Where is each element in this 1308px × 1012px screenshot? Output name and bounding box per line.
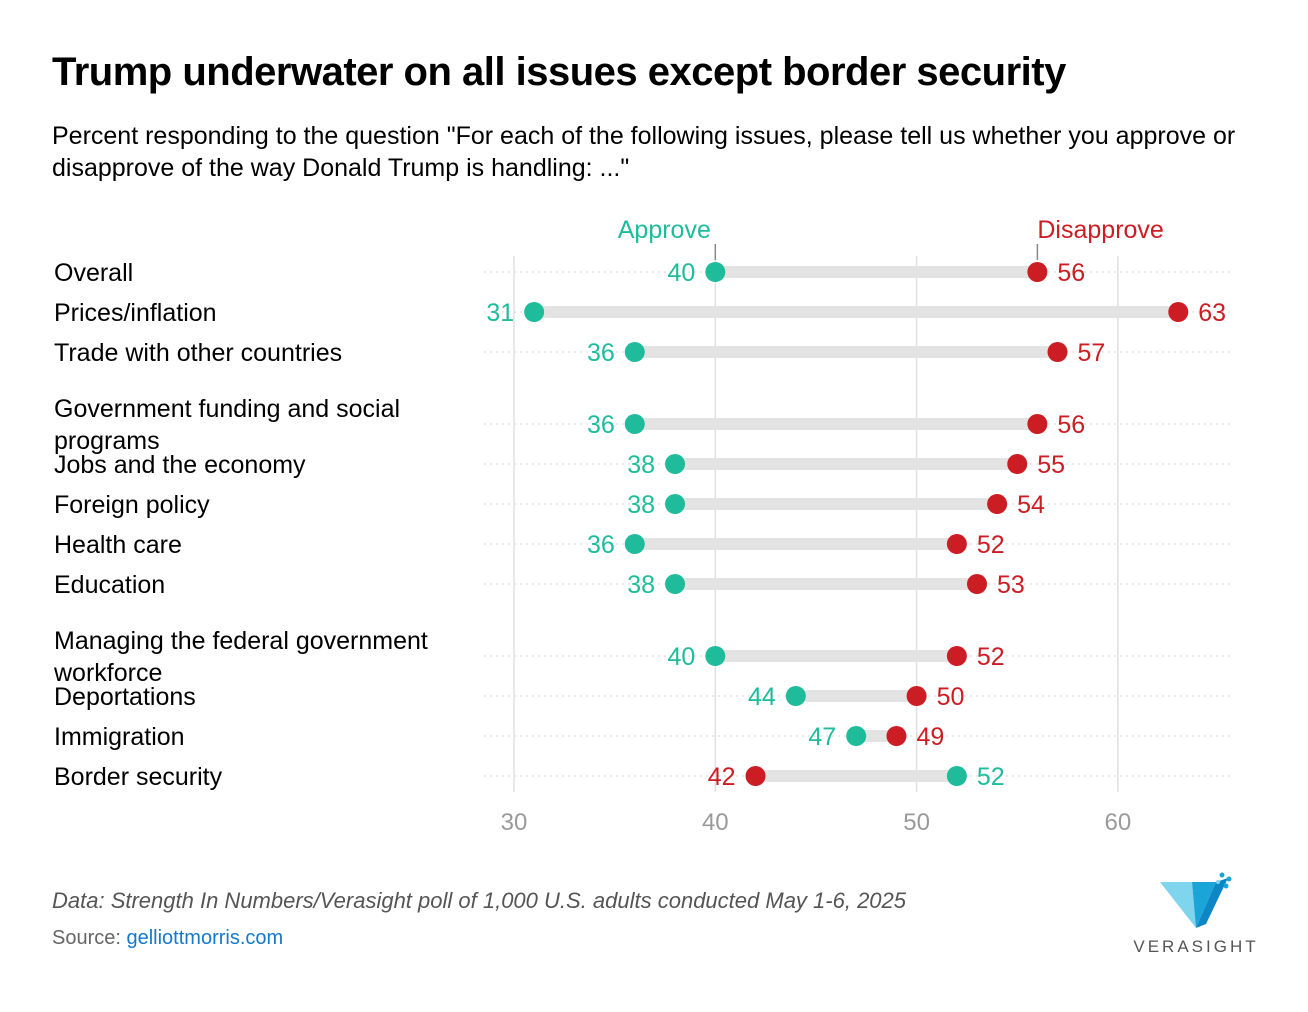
dot-plot-chart: 30 40 50 60 Approve Disapprove Overall 40 56 Pric… — [53, 216, 1232, 836]
approve-point — [846, 726, 867, 746]
category-label-line: Education — [54, 571, 165, 599]
source-line: Source: gelliottmorris.com — [52, 927, 283, 950]
legend-approve: Approve — [618, 216, 711, 244]
approve-value-label: 36 — [587, 339, 615, 367]
chart-title: Trump underwater on all issues except bo… — [52, 50, 1066, 94]
disapprove-point — [745, 766, 766, 786]
category-label: Foreign policy — [54, 491, 210, 519]
verasight-v-logo-icon — [1160, 872, 1232, 928]
disapprove-point — [1027, 414, 1048, 434]
x-tick-label: 30 — [501, 809, 528, 836]
approve-point — [665, 454, 686, 474]
disapprove-value-label: 42 — [708, 763, 736, 791]
category-label: Prices/inflation — [54, 299, 217, 327]
approve-point — [705, 646, 726, 666]
disapprove-value-label: 54 — [1017, 491, 1045, 519]
approve-point — [946, 766, 967, 786]
disapprove-value-label: 53 — [997, 571, 1025, 599]
source-link[interactable]: gelliottmorris.com — [126, 927, 284, 949]
category-label-line: Immigration — [54, 723, 185, 751]
category-label: Health care — [54, 531, 182, 559]
approve-value-label: 38 — [627, 491, 655, 519]
approve-value-label: 38 — [627, 451, 655, 479]
disapprove-value-label: 49 — [916, 723, 944, 751]
category-label-line: programs — [54, 427, 160, 455]
approve-value-label: 36 — [587, 411, 615, 439]
data-note: Data: Strength In Numbers/Verasight poll… — [52, 888, 907, 913]
approve-value-label: 36 — [587, 531, 615, 559]
approve-point — [665, 574, 686, 594]
category-label: Managing the federal government workforce — [53, 627, 428, 687]
approve-point — [524, 302, 545, 322]
disapprove-point — [946, 646, 967, 666]
grid-layer — [484, 244, 1232, 792]
approve-value-label: 38 — [627, 571, 655, 599]
verasight-wordmark: VERASIGHT — [1133, 937, 1258, 956]
approve-value-label: 52 — [977, 763, 1005, 791]
bar-layer — [534, 266, 1179, 782]
category-label-line: Health care — [54, 531, 182, 559]
x-tick-label: 50 — [903, 809, 930, 836]
category-label-line: Border security — [54, 763, 223, 791]
category-label-line: Government funding and social — [54, 395, 400, 423]
verasight-logo: VERASIGHT — [1133, 872, 1258, 956]
disapprove-point — [1168, 302, 1189, 322]
disapprove-value-label: 63 — [1198, 299, 1226, 327]
category-label: Deportations — [54, 683, 196, 711]
approve-point — [785, 686, 806, 706]
chart-subtitle: Percent responding to the question "For … — [52, 122, 1236, 182]
disapprove-value-label: 55 — [1037, 451, 1065, 479]
disapprove-value-label: 50 — [937, 683, 965, 711]
category-label-line: Overall — [54, 259, 133, 287]
category-label-line: Managing the federal government — [54, 627, 428, 655]
x-tick-label: 60 — [1105, 809, 1132, 836]
category-label: Government funding and social programs — [54, 395, 400, 455]
approve-point — [665, 494, 686, 514]
category-label-line: workforce — [53, 659, 162, 687]
disapprove-point — [1007, 454, 1028, 474]
legend-disapprove: Disapprove — [1037, 216, 1163, 244]
category-label: Overall — [54, 259, 133, 287]
x-tick-label: 40 — [702, 809, 729, 836]
disapprove-point — [1027, 262, 1048, 282]
category-label: Trade with other countries — [54, 339, 342, 367]
category-label-line: Prices/inflation — [54, 299, 217, 327]
category-label: Education — [54, 571, 165, 599]
disapprove-value-label: 57 — [1078, 339, 1106, 367]
category-label: Border security — [54, 763, 223, 791]
category-label-line: Trade with other countries — [54, 339, 342, 367]
category-label: Immigration — [54, 723, 185, 751]
disapprove-point — [987, 494, 1008, 514]
approve-value-label: 40 — [667, 643, 695, 671]
approve-point — [624, 342, 645, 362]
disapprove-point — [946, 534, 967, 554]
disapprove-value-label: 56 — [1057, 411, 1085, 439]
category-label-line: Deportations — [54, 683, 196, 711]
approve-value-label: 31 — [486, 299, 514, 327]
approve-value-label: 44 — [748, 683, 776, 711]
disapprove-value-label: 56 — [1057, 259, 1085, 287]
disapprove-point — [906, 686, 927, 706]
dot-layer — [524, 262, 1189, 786]
disapprove-value-label: 52 — [977, 531, 1005, 559]
source-label: Source: — [52, 927, 127, 949]
label-layer: 30 40 50 60 Approve Disapprove Overall 40 56 Pric… — [53, 216, 1226, 836]
approve-point — [705, 262, 726, 282]
disapprove-point — [886, 726, 907, 746]
category-label-line: Foreign policy — [54, 491, 210, 519]
approve-point — [624, 534, 645, 554]
approve-point — [624, 414, 645, 434]
category-label-line: Jobs and the economy — [54, 451, 306, 479]
category-label: Jobs and the economy — [54, 451, 306, 479]
disapprove-point — [966, 574, 987, 594]
disapprove-value-label: 52 — [977, 643, 1005, 671]
approve-value-label: 47 — [808, 723, 836, 751]
disapprove-point — [1047, 342, 1068, 362]
approve-value-label: 40 — [667, 259, 695, 287]
